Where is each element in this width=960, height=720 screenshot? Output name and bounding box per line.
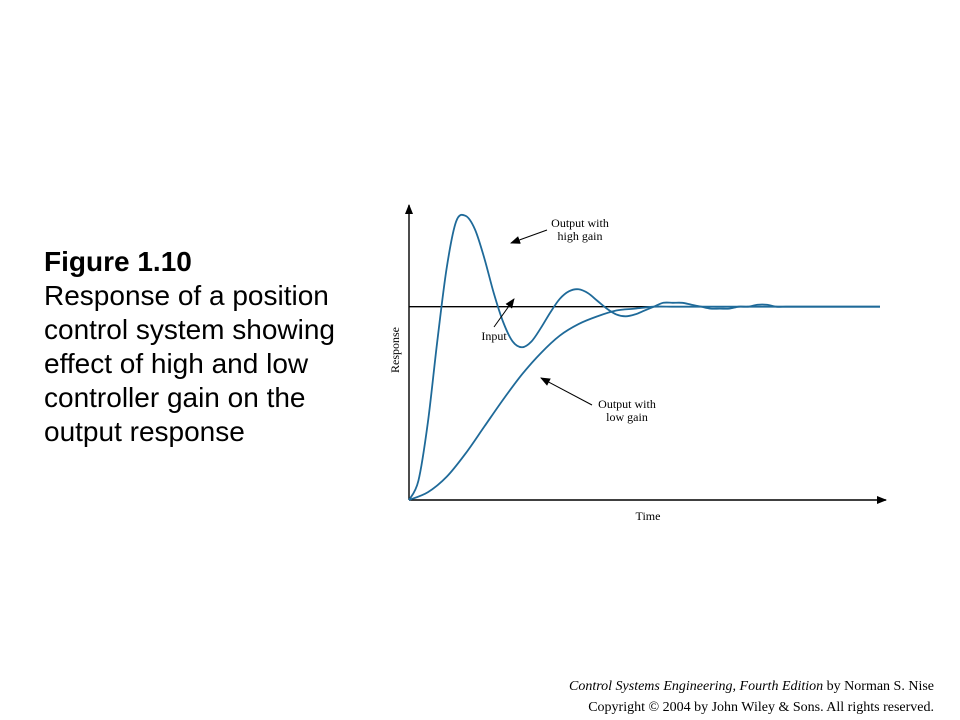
series-line-output-with-high-gain <box>408 213 880 501</box>
book-title: Control Systems Engineering, Fourth Edit… <box>568 679 824 694</box>
series-layer <box>408 213 880 501</box>
figure-title: Figure 1.10 <box>44 246 192 277</box>
annotation-arrow <box>540 377 593 406</box>
annotation-label: Output with <box>551 216 609 230</box>
y-axis-label: Response <box>388 327 402 373</box>
annotation-arrow <box>510 229 548 244</box>
book-author: by Norman S. Nise <box>823 679 934 694</box>
annotation-label: low gain <box>606 410 648 424</box>
figure-description: Response of a position control system sh… <box>44 280 336 447</box>
footer-book-line: Control Systems Engineering, Fourth Edit… <box>569 676 934 697</box>
annotation-label: Output with <box>598 397 656 411</box>
footer: Control Systems Engineering, Fourth Edit… <box>569 676 934 718</box>
annotation-label: Input <box>481 329 507 343</box>
x-axis-label: Time <box>636 509 661 523</box>
series-line-output-with-low-gain <box>408 305 880 501</box>
annotation-arrow <box>493 298 515 328</box>
annotation-label: high gain <box>558 229 603 243</box>
figure-caption: Figure 1.10 Response of a position contr… <box>44 245 374 449</box>
annotation-input: Input <box>481 298 515 343</box>
footer-copyright: Copyright © 2004 by John Wiley & Sons. A… <box>588 700 934 715</box>
